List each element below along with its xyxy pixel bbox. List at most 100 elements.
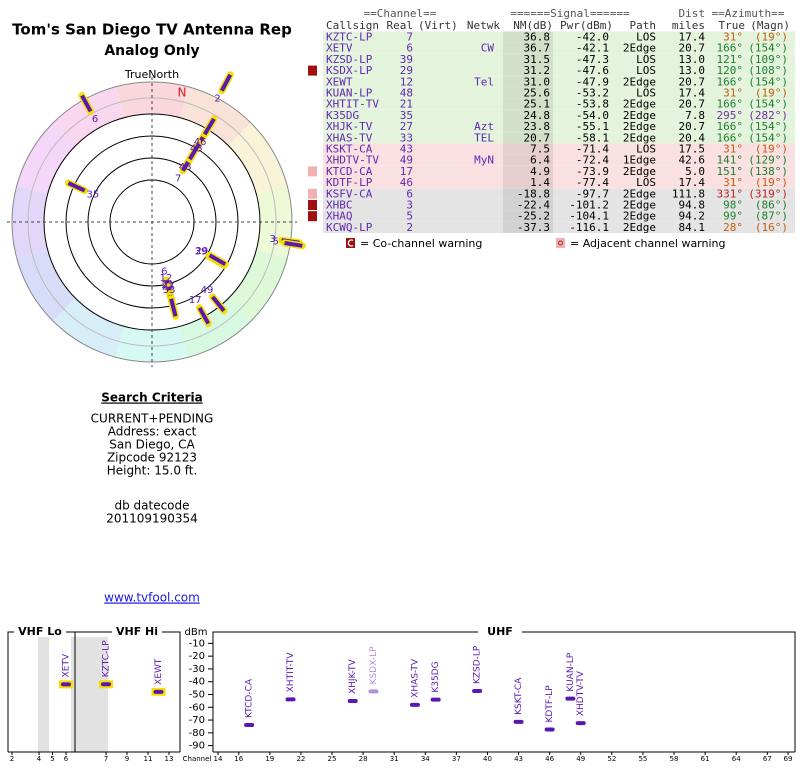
y-tick-label: -10 [189, 638, 205, 649]
nm-cell-background [503, 31, 553, 43]
cell-path: LOS [636, 31, 656, 44]
cell-nm: 4.9 [530, 165, 550, 178]
cell-callsign: KUAN-LP [326, 87, 373, 100]
nm-cell-background [503, 132, 553, 144]
station-bearing [211, 295, 226, 313]
nm-cell-background [503, 165, 553, 177]
cell-magn: (282°) [748, 109, 788, 122]
cell-path: 2Edge [623, 221, 656, 234]
nm-cell-background [503, 87, 553, 99]
cell-magn: (154°) [748, 75, 788, 88]
x-tick-label: 46 [545, 755, 554, 763]
cell-callsign: KZSD-LP [326, 53, 373, 66]
co-channel-icon [308, 65, 317, 76]
cell-netwk: TEL [474, 131, 494, 144]
cell-magn: (154°) [748, 120, 788, 133]
cell-path: 2Edge [623, 75, 656, 88]
cell-true: 121° [717, 53, 744, 66]
y-tick-label: -90 [189, 741, 205, 752]
cell-nm: 23.8 [524, 120, 551, 133]
cell-dist: 94.2 [679, 210, 706, 223]
cell-callsign: XETV [326, 42, 353, 55]
station-bearing [202, 117, 216, 136]
x-tick-label: 37 [452, 755, 461, 763]
co-channel-icon [308, 211, 317, 222]
nm-cell-background [503, 53, 553, 65]
cell-nm: 25.1 [524, 98, 551, 111]
cell-true: 166° [717, 98, 744, 111]
cell-path: LOS [636, 176, 656, 189]
station-bearing [220, 73, 233, 92]
cell-pwr: -97.7 [576, 187, 609, 200]
vhf-gap [38, 637, 49, 752]
row-background [323, 76, 795, 88]
cell-pwr: -47.3 [576, 53, 609, 66]
bearing-label: 33 [163, 285, 176, 296]
cell-dist: 17.4 [679, 87, 706, 100]
site-link[interactable]: www.tvfool.com [104, 591, 200, 605]
x-tick-label: 28 [359, 755, 368, 763]
cell-real: 7 [406, 31, 413, 44]
cell-pwr: -47.9 [576, 75, 609, 88]
signal-marker [575, 721, 586, 726]
legend-adj: = Adjacent channel warning [570, 237, 726, 250]
column-header: Path [630, 19, 657, 32]
column-header: (Magn) [750, 19, 790, 32]
cell-magn: (19°) [755, 143, 788, 156]
bearing-label: 43 [190, 143, 203, 154]
cell-true: 166° [717, 120, 744, 133]
signal-marker [513, 719, 524, 724]
cell-true: 98° [723, 199, 743, 212]
cell-netwk: Azt [474, 120, 494, 133]
cell-callsign: K35DG [326, 109, 359, 122]
cell-magn: (16°) [755, 221, 788, 234]
station-bearing [67, 181, 86, 193]
bearing-label: 17 [189, 295, 202, 306]
x-tick-label: 43 [514, 755, 523, 763]
y-tick-label: -50 [189, 690, 205, 701]
db-value: 201109190354 [106, 512, 198, 526]
signal-marker [544, 727, 555, 732]
column-header: (Virt) [418, 19, 458, 32]
search-line: Zipcode 92123 [107, 451, 197, 465]
x-tick-label: 34 [421, 755, 430, 763]
signal-label: KSDX-LP [369, 646, 379, 685]
cell-pwr: -72.4 [576, 154, 609, 167]
cell-netwk: CW [481, 42, 495, 55]
cell-path: 2Edge [623, 199, 656, 212]
station-bearing [208, 253, 227, 267]
signal-marker [347, 699, 358, 704]
cell-pwr: -71.4 [576, 143, 609, 156]
x-tick-label: 49 [576, 755, 585, 763]
bearing-label: 5 [273, 237, 279, 248]
x-tick-label: 13 [165, 755, 174, 763]
cell-pwr: -116.1 [569, 221, 609, 234]
cell-dist: 7.8 [685, 109, 705, 122]
x-tick-label: 19 [265, 755, 274, 763]
row-background [323, 42, 795, 54]
section-label: VHF Lo [18, 625, 62, 638]
column-header: Callsign [326, 19, 379, 32]
row-background [323, 109, 795, 121]
signal-marker [430, 697, 441, 702]
bearing-label: 35 [87, 189, 100, 200]
cell-magn: (154°) [748, 42, 788, 55]
x-tick-label: 61 [701, 755, 710, 763]
cell-dist: 42.6 [679, 154, 706, 167]
cell-magn: (129°) [748, 154, 788, 167]
cell-path: 2Edge [623, 120, 656, 133]
cell-real: 27 [400, 120, 413, 133]
cell-real: 46 [400, 176, 413, 189]
bearing-label: 12 [160, 273, 173, 284]
cell-path: 2Edge [623, 109, 656, 122]
cell-real: 6 [406, 42, 413, 55]
group-header: ======Signal====== [510, 7, 630, 20]
cell-netwk: Tel [474, 75, 494, 88]
section-label: UHF [487, 625, 513, 638]
group-header: Dist [679, 7, 706, 20]
nm-cell-background [503, 154, 553, 166]
cell-real: 21 [400, 98, 413, 111]
cell-dist: 13.0 [679, 64, 706, 77]
cell-real: 2 [406, 221, 413, 234]
adjacent-channel-icon [308, 188, 317, 199]
